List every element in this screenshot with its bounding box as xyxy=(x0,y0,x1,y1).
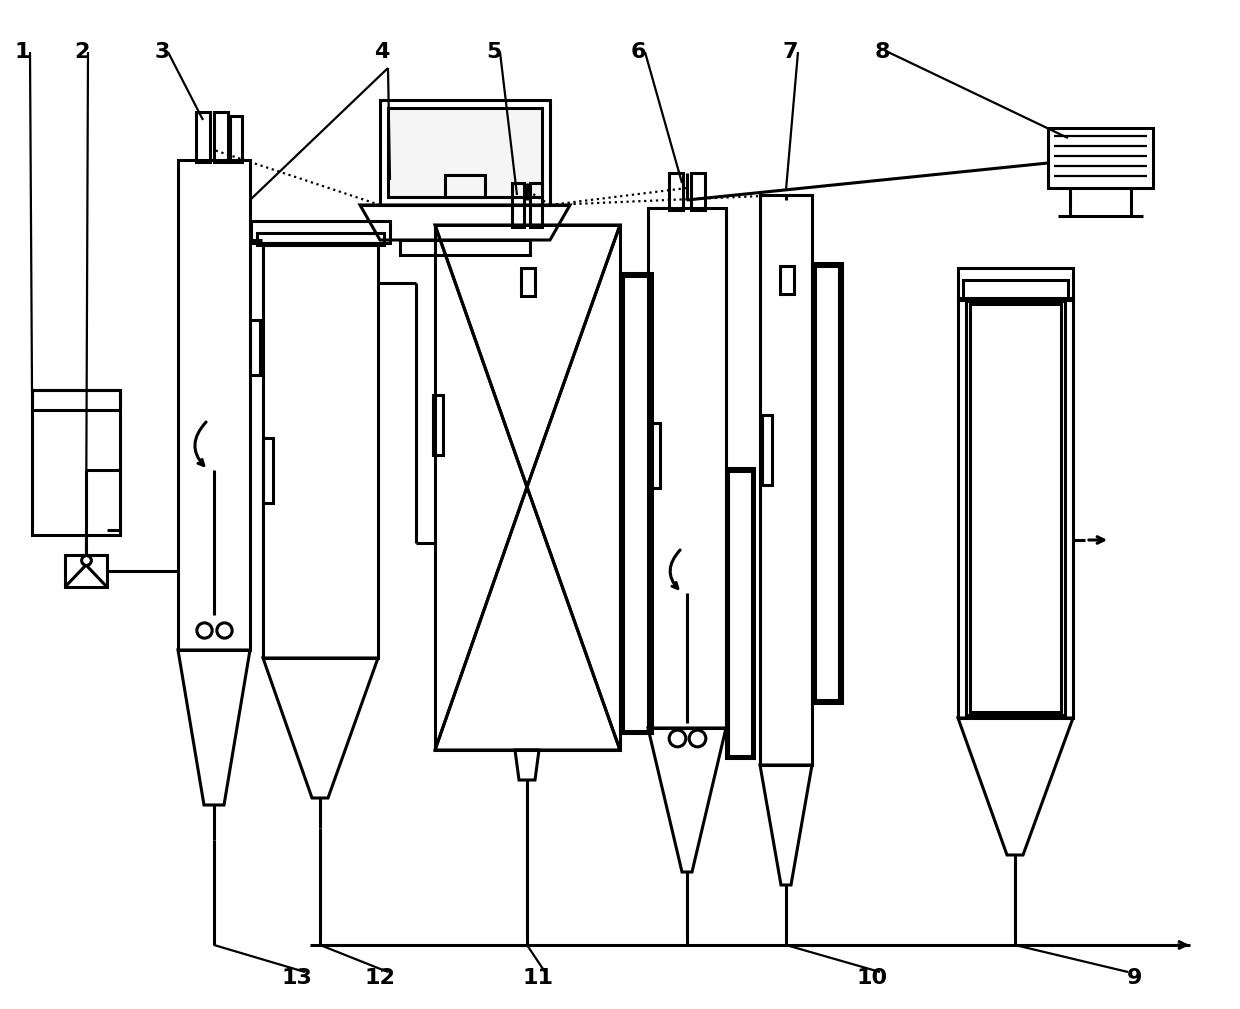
Text: 2: 2 xyxy=(74,42,89,62)
Text: 9: 9 xyxy=(1127,968,1143,988)
Bar xyxy=(815,266,839,700)
Bar xyxy=(812,263,842,703)
Bar xyxy=(379,100,551,205)
Bar xyxy=(728,471,751,756)
Bar xyxy=(435,225,620,750)
Text: 1: 1 xyxy=(14,42,30,62)
Text: 12: 12 xyxy=(365,968,396,988)
Text: 8: 8 xyxy=(874,42,890,62)
Bar xyxy=(521,268,534,296)
Bar xyxy=(650,423,660,488)
Bar xyxy=(970,304,1061,712)
Bar xyxy=(959,298,1073,718)
Bar xyxy=(725,468,754,758)
Bar xyxy=(250,320,260,375)
Bar xyxy=(401,240,529,255)
Bar xyxy=(649,208,725,728)
Text: 11: 11 xyxy=(522,968,553,988)
Bar xyxy=(670,173,683,210)
Text: 13: 13 xyxy=(281,968,312,988)
Bar xyxy=(622,276,649,731)
Text: 6: 6 xyxy=(630,42,646,62)
Bar xyxy=(760,195,812,765)
Bar xyxy=(257,233,384,245)
Bar xyxy=(959,268,1073,300)
Bar xyxy=(763,415,773,485)
Bar xyxy=(263,243,378,658)
Bar xyxy=(966,301,1065,715)
Bar xyxy=(1048,128,1153,188)
Bar xyxy=(263,438,273,503)
Bar xyxy=(32,390,120,410)
Bar xyxy=(215,112,228,162)
Bar xyxy=(388,108,542,197)
Text: 4: 4 xyxy=(374,42,389,62)
Bar xyxy=(620,273,652,733)
Text: 3: 3 xyxy=(154,42,170,62)
Text: 10: 10 xyxy=(857,968,888,988)
Bar xyxy=(691,173,706,210)
Bar xyxy=(179,160,250,650)
Bar xyxy=(250,221,391,243)
Bar xyxy=(512,183,525,227)
Bar xyxy=(445,175,485,197)
Bar xyxy=(529,183,542,227)
Bar xyxy=(64,555,107,587)
Bar xyxy=(196,112,210,162)
Bar xyxy=(433,395,443,455)
Bar xyxy=(32,390,120,535)
Text: 5: 5 xyxy=(486,42,502,62)
Bar xyxy=(780,266,794,294)
Text: 7: 7 xyxy=(782,42,797,62)
Bar xyxy=(229,116,242,162)
Bar xyxy=(963,281,1068,300)
